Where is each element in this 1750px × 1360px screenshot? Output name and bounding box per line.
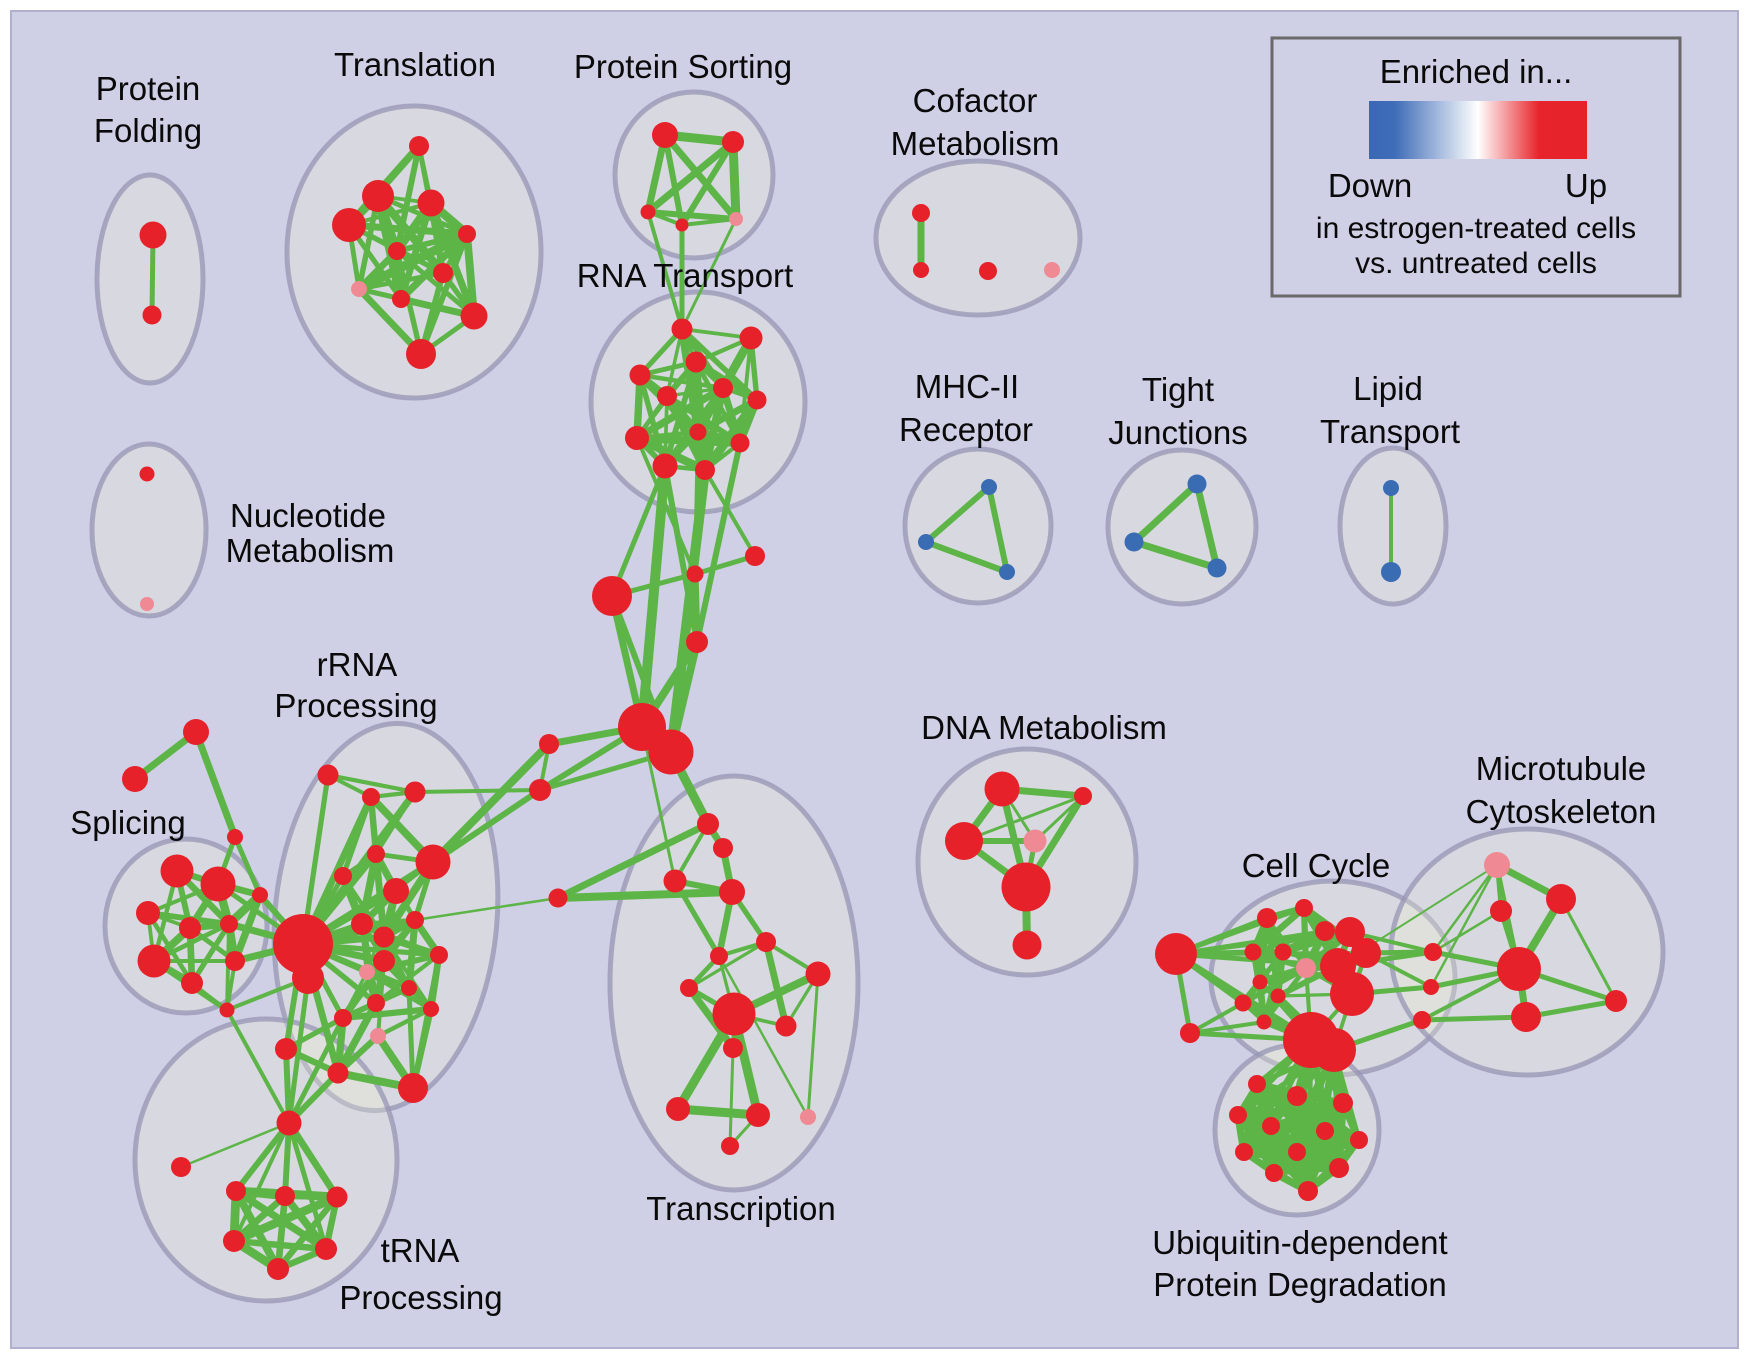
svg-text:MHC-II: MHC-II — [915, 368, 1019, 405]
svg-text:Translation: Translation — [334, 46, 496, 83]
svg-text:Protein Sorting: Protein Sorting — [574, 48, 792, 85]
svg-text:Metabolism: Metabolism — [226, 532, 395, 569]
svg-text:vs. untreated cells: vs. untreated cells — [1355, 247, 1597, 280]
svg-text:Up: Up — [1565, 167, 1607, 204]
svg-text:Transcription: Transcription — [646, 1190, 836, 1227]
svg-text:Lipid: Lipid — [1353, 370, 1423, 407]
svg-text:Transport: Transport — [1320, 413, 1460, 450]
svg-text:Cell Cycle: Cell Cycle — [1242, 847, 1391, 884]
svg-text:Down: Down — [1328, 167, 1412, 204]
svg-text:DNA Metabolism: DNA Metabolism — [921, 709, 1167, 746]
svg-text:tRNA: tRNA — [381, 1232, 460, 1269]
svg-text:Cytoskeleton: Cytoskeleton — [1466, 793, 1657, 830]
svg-text:Processing: Processing — [274, 687, 437, 724]
svg-text:rRNA: rRNA — [317, 646, 398, 683]
svg-text:Cofactor: Cofactor — [913, 82, 1038, 119]
svg-text:in estrogen-treated cells: in estrogen-treated cells — [1316, 212, 1636, 245]
svg-text:Enriched in...: Enriched in... — [1380, 53, 1573, 90]
svg-text:Splicing: Splicing — [70, 804, 186, 841]
svg-text:Folding: Folding — [94, 112, 202, 149]
svg-text:Tight: Tight — [1142, 371, 1214, 408]
svg-text:Junctions: Junctions — [1108, 414, 1247, 451]
svg-text:Metabolism: Metabolism — [891, 125, 1060, 162]
svg-text:Receptor: Receptor — [899, 411, 1033, 448]
svg-text:Ubiquitin-dependent: Ubiquitin-dependent — [1152, 1224, 1447, 1261]
svg-text:Microtubule: Microtubule — [1476, 750, 1647, 787]
svg-text:Protein: Protein — [96, 70, 201, 107]
svg-text:RNA Transport: RNA Transport — [577, 257, 793, 294]
svg-text:Processing: Processing — [339, 1279, 502, 1316]
svg-text:Protein Degradation: Protein Degradation — [1153, 1266, 1447, 1303]
svg-text:Nucleotide: Nucleotide — [230, 497, 386, 534]
